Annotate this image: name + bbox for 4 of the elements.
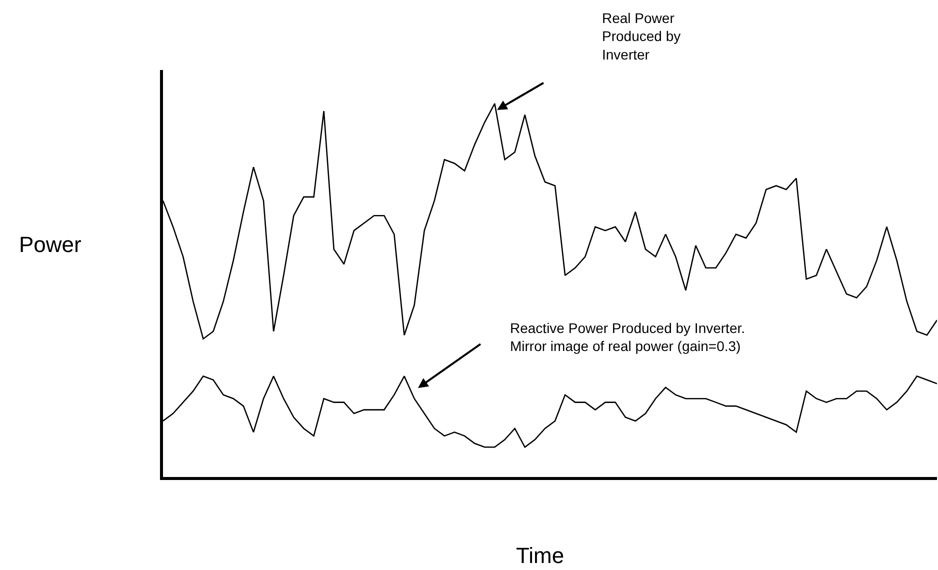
x-axis-title: Time xyxy=(516,543,564,568)
y-axis-title: Power xyxy=(19,232,82,257)
annotation: Reactive Power Produced by Inverter. Mirror image of real power (gain=0.3) xyxy=(510,320,746,354)
text: Real Power Produced by Inverter xyxy=(602,10,681,62)
